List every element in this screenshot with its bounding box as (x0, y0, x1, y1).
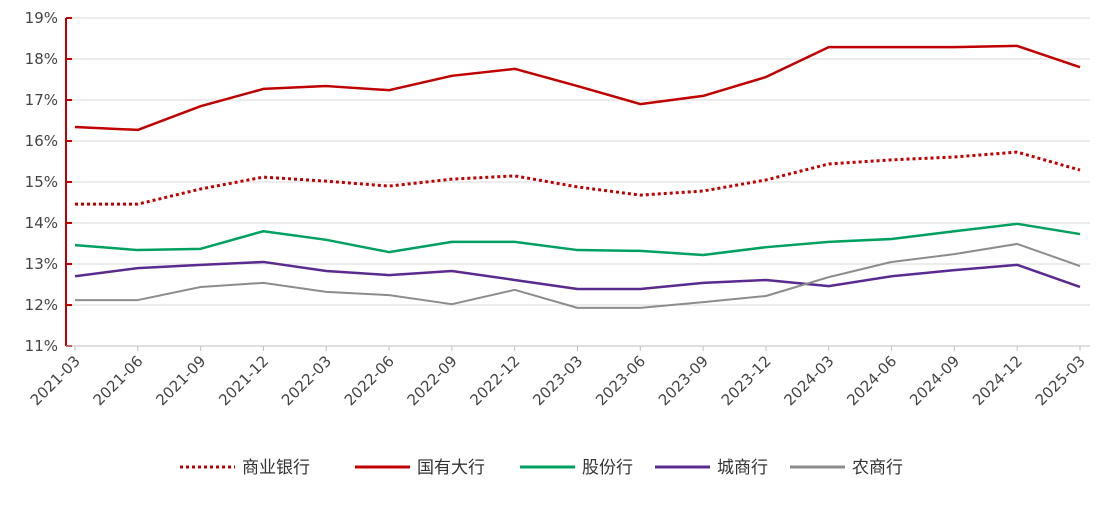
y-axis: 11% 12% 13% 14% 15% 16% 17% 18% 19% (25, 9, 72, 355)
x-tick-label: 2024-06 (843, 352, 900, 409)
x-tick-label: 2025-03 (1032, 352, 1089, 409)
legend: 商业银行 国有大行 股份行 城商行 农商行 (180, 458, 903, 478)
x-axis: 2021-03 2021-06 2021-09 2021-12 2022-03 2022-… (27, 345, 1090, 409)
legend-label: 国有大行 (417, 458, 485, 478)
series-line-4 (75, 242, 1081, 309)
series-line-2 (74, 222, 1081, 257)
y-tick-label: 12% (25, 296, 58, 314)
x-tick-label: 2023-03 (529, 352, 586, 409)
x-tick-label: 2022-06 (341, 352, 398, 409)
y-tick-label: 17% (25, 91, 58, 109)
legend-label: 商业银行 (242, 458, 310, 478)
x-tick-label: 2021-09 (152, 352, 209, 409)
series-line-3 (74, 260, 1081, 291)
series-line-1 (74, 44, 1081, 132)
x-tick-label: 2021-12 (215, 352, 272, 409)
legend-label: 农商行 (852, 458, 903, 478)
series-lines (74, 44, 1081, 309)
x-tick-label: 2022-12 (466, 352, 523, 409)
y-tick-label: 14% (25, 214, 58, 232)
x-tick-label: 2023-09 (655, 352, 712, 409)
x-tick-label: 2023-12 (718, 352, 775, 409)
y-tick-label: 18% (25, 50, 58, 68)
y-tick-label: 15% (25, 173, 58, 191)
x-tick-label: 2021-06 (90, 352, 147, 409)
legend-label: 股份行 (582, 458, 633, 478)
x-tick-label: 2024-12 (969, 352, 1026, 409)
legend-label: 城商行 (717, 458, 768, 478)
y-tick-label: 11% (25, 337, 58, 355)
y-tick-label: 13% (25, 255, 58, 273)
y-tick-label: 19% (25, 9, 58, 27)
x-tick-label: 2022-09 (404, 352, 461, 409)
x-tick-label: 2021-03 (27, 352, 84, 409)
x-tick-label: 2022-03 (278, 352, 335, 409)
x-tick-label: 2024-03 (781, 352, 838, 409)
y-tick-label: 16% (25, 132, 58, 150)
gridlines (66, 17, 1090, 306)
series-line-0 (75, 150, 1081, 206)
x-tick-label: 2023-06 (592, 352, 649, 409)
x-tick-label: 2024-09 (906, 352, 963, 409)
